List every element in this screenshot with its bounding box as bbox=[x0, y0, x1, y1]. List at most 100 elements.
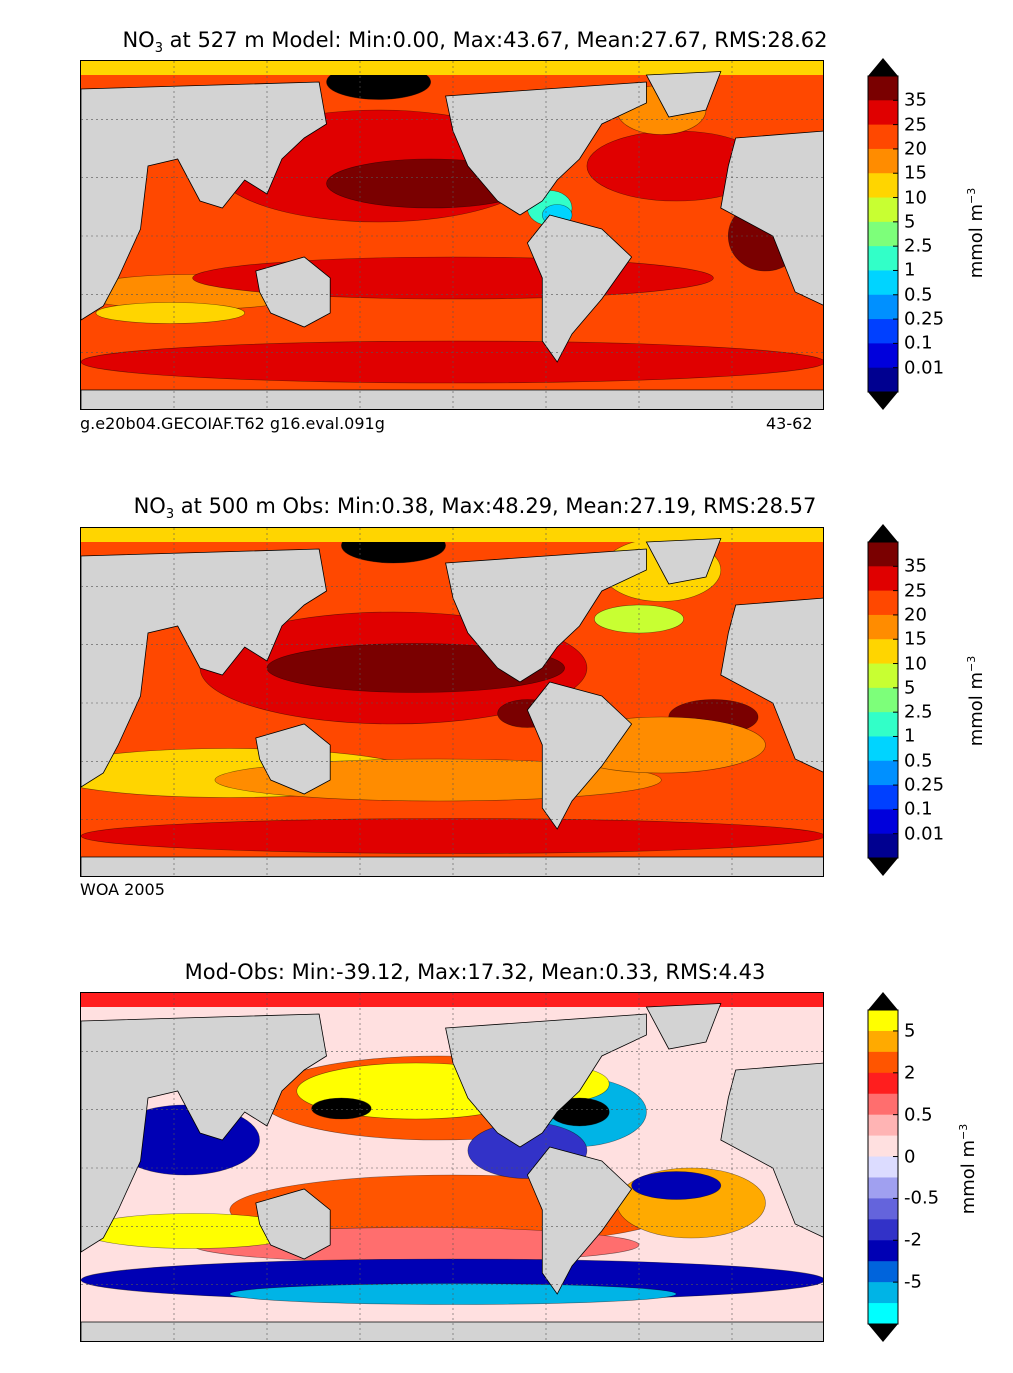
colorbar-swatch bbox=[868, 1219, 898, 1241]
map-plot bbox=[80, 527, 824, 877]
colorbar-swatch bbox=[868, 663, 898, 689]
colorbar-tick-label: 0.5 bbox=[904, 1104, 933, 1126]
land-mass bbox=[445, 1013, 647, 1148]
colorbar-swatch bbox=[868, 1198, 898, 1220]
land-mass bbox=[526, 214, 633, 363]
title-species: NO bbox=[133, 494, 166, 518]
land-mass bbox=[526, 681, 633, 830]
unit-exponent: −3 bbox=[965, 655, 978, 672]
colorbar-tick-label: 0 bbox=[904, 1146, 916, 1168]
colorbar-swatch bbox=[868, 76, 898, 101]
colorbar-tick-label: 15 bbox=[904, 162, 927, 184]
colorbar-extend-top bbox=[868, 524, 898, 542]
colorbar-swatch bbox=[868, 319, 898, 344]
colorbar-extend-top bbox=[868, 992, 898, 1010]
colorbar-tick-label: 10 bbox=[904, 653, 927, 675]
years-caption: 43-62 bbox=[766, 414, 813, 433]
field-contour bbox=[81, 818, 823, 854]
colorbar-tick-label: 0.5 bbox=[904, 750, 933, 772]
panel-title: NO3 at 500 m Obs: Min:0.38, Max:48.29, M… bbox=[0, 494, 950, 522]
map-plot bbox=[80, 60, 824, 410]
colorbar-swatch bbox=[868, 712, 898, 737]
unit-text: mmol m bbox=[958, 1139, 979, 1215]
land-mass bbox=[255, 1188, 331, 1260]
panel-title: Mod-Obs: Min:-39.12, Max:17.32, Mean:0.3… bbox=[0, 960, 950, 984]
arctic-band bbox=[81, 528, 823, 542]
colorbar-swatch bbox=[868, 1177, 898, 1199]
land-mass bbox=[81, 389, 823, 409]
run-caption: g.e20b04.GECOIAF.T62 g16.eval.091g bbox=[80, 414, 385, 433]
colorbar-swatch bbox=[868, 687, 898, 713]
colorbar-frame bbox=[867, 75, 899, 393]
land-mass bbox=[445, 548, 647, 683]
colorbar-swatch bbox=[868, 1261, 898, 1283]
colorbar-swatch bbox=[868, 1051, 898, 1074]
map-svg bbox=[81, 528, 823, 876]
land-mass bbox=[526, 1146, 633, 1295]
colorbar bbox=[867, 58, 899, 410]
colorbar-swatch bbox=[868, 760, 898, 786]
colorbar-tick-label: 5 bbox=[904, 1020, 916, 1042]
land-mass bbox=[645, 1003, 722, 1050]
colorbar-swatch bbox=[868, 566, 898, 592]
colorbar-tick-label: 0.1 bbox=[904, 798, 933, 820]
colorbar-swatch bbox=[868, 1282, 898, 1304]
colorbar-tick-label: 2 bbox=[904, 1062, 916, 1084]
colorbar-swatch bbox=[868, 221, 898, 247]
colorbar bbox=[867, 524, 899, 876]
land-mass bbox=[445, 81, 647, 216]
colorbar-swatch bbox=[868, 1114, 898, 1137]
colorbar-swatch bbox=[868, 785, 898, 810]
colorbar-tick-label: 35 bbox=[904, 89, 927, 111]
colorbar-tick-label: 2.5 bbox=[904, 235, 933, 257]
colorbar-extend-top bbox=[868, 58, 898, 76]
source-caption: WOA 2005 bbox=[80, 880, 165, 899]
colorbar-swatch bbox=[868, 124, 898, 150]
colorbar-frame bbox=[867, 1009, 899, 1325]
unit-text: mmol m bbox=[966, 671, 987, 747]
land-mass bbox=[81, 548, 327, 788]
colorbar-swatch bbox=[868, 1072, 898, 1095]
colorbar-tick-label: 10 bbox=[904, 187, 927, 209]
land-mass bbox=[81, 1013, 327, 1253]
colorbar-tick-label: -2 bbox=[904, 1229, 922, 1251]
colorbar-frame bbox=[867, 541, 899, 859]
field-contour bbox=[81, 340, 823, 384]
colorbar-unit: mmol m−3 bbox=[957, 1109, 979, 1229]
panel-title: NO3 at 527 m Model: Min:0.00, Max:43.67,… bbox=[0, 28, 950, 56]
colorbar-swatch bbox=[868, 100, 898, 126]
land-mass bbox=[255, 723, 331, 795]
colorbar-swatch bbox=[868, 294, 898, 320]
colorbar-swatch bbox=[868, 809, 898, 835]
colorbar-svg bbox=[867, 992, 899, 1342]
colorbar-swatch bbox=[868, 1093, 898, 1116]
arctic-band bbox=[81, 61, 823, 75]
colorbar-tick-label: 0.01 bbox=[904, 823, 945, 845]
colorbar-tick-label: 0.01 bbox=[904, 357, 945, 379]
unit-exponent: −3 bbox=[957, 1123, 970, 1140]
land-mass bbox=[81, 1321, 823, 1341]
colorbar-swatch bbox=[868, 1010, 898, 1032]
colorbar-tick-label: 20 bbox=[904, 604, 927, 626]
colorbar-tick-label: 0.25 bbox=[904, 308, 945, 330]
colorbar-swatch bbox=[868, 270, 898, 296]
land-mass bbox=[255, 256, 331, 328]
colorbar-tick-label: 1 bbox=[904, 725, 916, 747]
land-mass bbox=[720, 597, 823, 773]
colorbar-swatch bbox=[868, 833, 898, 859]
colorbar-swatch bbox=[868, 1135, 898, 1158]
colorbar-swatch bbox=[868, 1303, 898, 1325]
title-text: Mod-Obs: Min:-39.12, Max:17.32, Mean:0.3… bbox=[184, 960, 766, 984]
arctic-band bbox=[81, 993, 823, 1007]
colorbar-swatch bbox=[868, 367, 898, 393]
colorbar-swatch bbox=[868, 173, 898, 199]
colorbar-tick-label: 5 bbox=[904, 677, 916, 699]
land-mass bbox=[81, 856, 823, 876]
colorbar-unit: mmol m−3 bbox=[965, 173, 987, 293]
colorbar-tick-label: 5 bbox=[904, 211, 916, 233]
land-mass bbox=[81, 81, 327, 321]
field-contour bbox=[631, 1171, 722, 1200]
colorbar-tick-label: 25 bbox=[904, 580, 927, 602]
field-contour bbox=[311, 1097, 372, 1120]
land-mass bbox=[645, 538, 722, 585]
